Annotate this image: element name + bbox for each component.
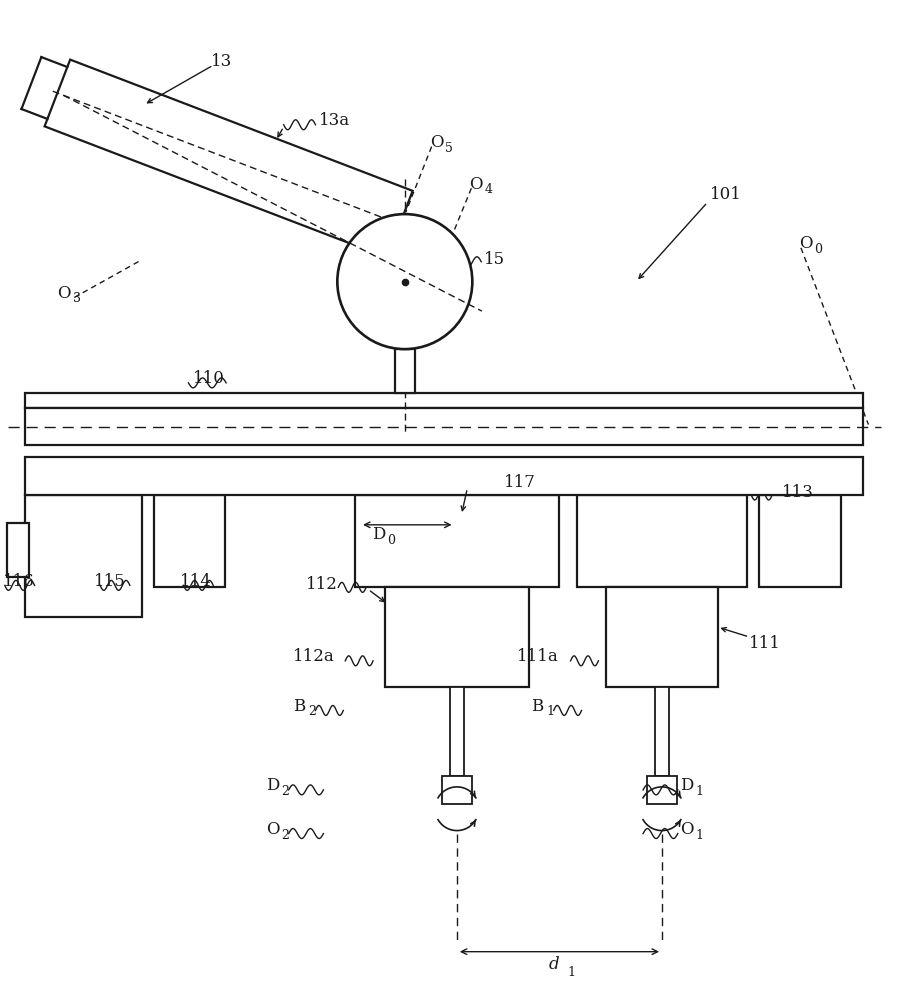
Bar	[24, 495, 142, 617]
Text: D: D	[372, 526, 386, 543]
Text: 13: 13	[211, 53, 233, 70]
Bar	[395, 349, 414, 393]
Bar	[647, 776, 677, 804]
Text: 3: 3	[73, 292, 81, 305]
Text: 4: 4	[485, 183, 493, 196]
Bar	[355, 495, 558, 587]
Text: O: O	[680, 821, 693, 838]
Text: O: O	[799, 235, 813, 252]
Text: 0: 0	[387, 534, 396, 547]
Bar	[7, 523, 29, 577]
Text: 115: 115	[94, 573, 126, 590]
Text: 5: 5	[445, 142, 453, 155]
Bar	[606, 587, 717, 687]
Text: 114: 114	[180, 573, 211, 590]
Bar	[450, 687, 464, 776]
Text: 111a: 111a	[517, 648, 559, 665]
Text: D: D	[680, 777, 693, 794]
Text: 110: 110	[193, 370, 226, 387]
Text: 2: 2	[308, 705, 316, 718]
Text: 117: 117	[504, 474, 536, 491]
Bar	[24, 457, 863, 495]
Circle shape	[337, 214, 472, 349]
Text: 15: 15	[485, 251, 505, 268]
Bar	[385, 587, 529, 687]
Text: 112: 112	[306, 576, 337, 593]
Text: 1: 1	[695, 829, 703, 842]
Bar	[24, 408, 863, 445]
Text: 2: 2	[281, 785, 289, 798]
Text: 116: 116	[3, 573, 34, 590]
Text: 13a: 13a	[318, 112, 350, 129]
Bar	[576, 495, 747, 587]
Text: B: B	[293, 698, 305, 715]
Text: O: O	[469, 176, 483, 193]
Text: B: B	[531, 698, 543, 715]
Bar	[442, 776, 472, 804]
Bar	[760, 495, 841, 587]
Polygon shape	[45, 60, 413, 258]
Text: O: O	[430, 134, 443, 151]
Bar	[24, 393, 863, 408]
Text: O: O	[266, 821, 280, 838]
Text: 2: 2	[281, 829, 289, 842]
Text: 1: 1	[547, 705, 555, 718]
Text: D: D	[266, 777, 280, 794]
Text: 1: 1	[567, 966, 575, 979]
Bar	[154, 495, 225, 587]
Text: 1: 1	[695, 785, 703, 798]
Text: 112a: 112a	[293, 648, 334, 665]
Bar	[655, 687, 669, 776]
Text: O: O	[58, 285, 71, 302]
Text: d: d	[549, 956, 560, 973]
Text: 0: 0	[814, 243, 823, 256]
Text: 113: 113	[782, 484, 814, 501]
Text: 111: 111	[749, 635, 781, 652]
Text: 101: 101	[709, 186, 742, 203]
